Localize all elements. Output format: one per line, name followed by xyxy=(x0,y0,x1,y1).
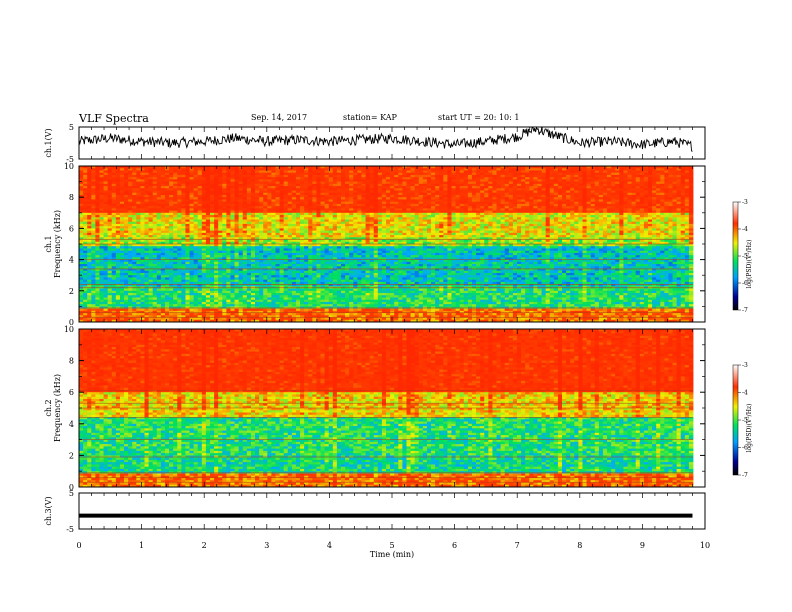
ch1-spectrogram xyxy=(79,166,693,322)
